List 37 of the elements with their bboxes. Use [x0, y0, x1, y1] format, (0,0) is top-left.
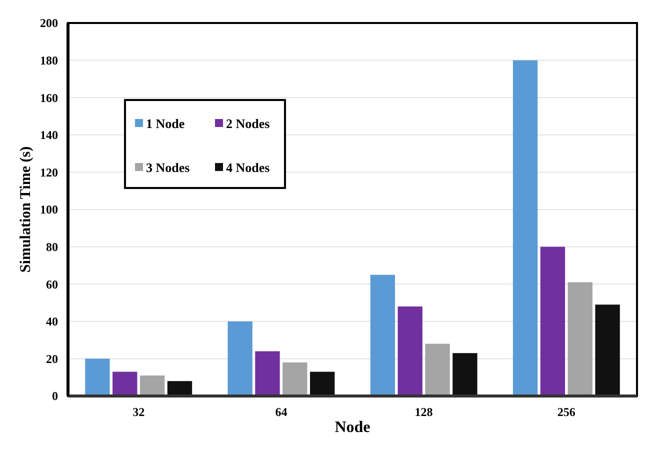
y-tick-label: 140 — [40, 128, 58, 142]
bar — [452, 353, 478, 396]
bar — [540, 246, 566, 396]
x-tick-label: 64 — [275, 405, 288, 419]
bar — [310, 372, 335, 396]
bar — [282, 362, 308, 396]
bar — [595, 304, 620, 396]
y-tick-label: 80 — [46, 240, 58, 254]
x-tick-label: 256 — [557, 405, 576, 419]
x-tick-label: 32 — [132, 405, 145, 419]
legend-label: 3 Nodes — [146, 160, 190, 175]
y-tick-label: 160 — [40, 90, 58, 105]
bar — [398, 306, 422, 396]
bar — [85, 358, 110, 396]
y-tick-label: 40 — [46, 314, 58, 329]
bar — [425, 344, 450, 396]
bar — [140, 375, 165, 396]
y-tick-label: 60 — [46, 277, 58, 292]
x-axis-title: Node — [334, 419, 370, 436]
bar — [228, 321, 252, 396]
bar — [167, 381, 192, 396]
x-tick-label: 128 — [414, 405, 433, 419]
y-tick-label: 180 — [40, 54, 58, 68]
legend-label: 2 Nodes — [226, 116, 270, 131]
y-tick-label: 120 — [40, 165, 58, 180]
y-tick-label: 20 — [46, 352, 58, 366]
y-tick-label: 100 — [40, 202, 58, 217]
y-tick-label: 0 — [52, 389, 58, 404]
y-axis-title: Simulation Time (s) — [18, 146, 34, 273]
bar — [370, 274, 396, 396]
bar — [512, 60, 538, 396]
y-tick-label: 200 — [40, 16, 58, 30]
legend-label: 1 Node — [146, 116, 185, 131]
bar — [568, 282, 592, 396]
legend-label: 4 Nodes — [226, 160, 270, 175]
bar — [112, 372, 138, 396]
bar — [255, 351, 280, 396]
